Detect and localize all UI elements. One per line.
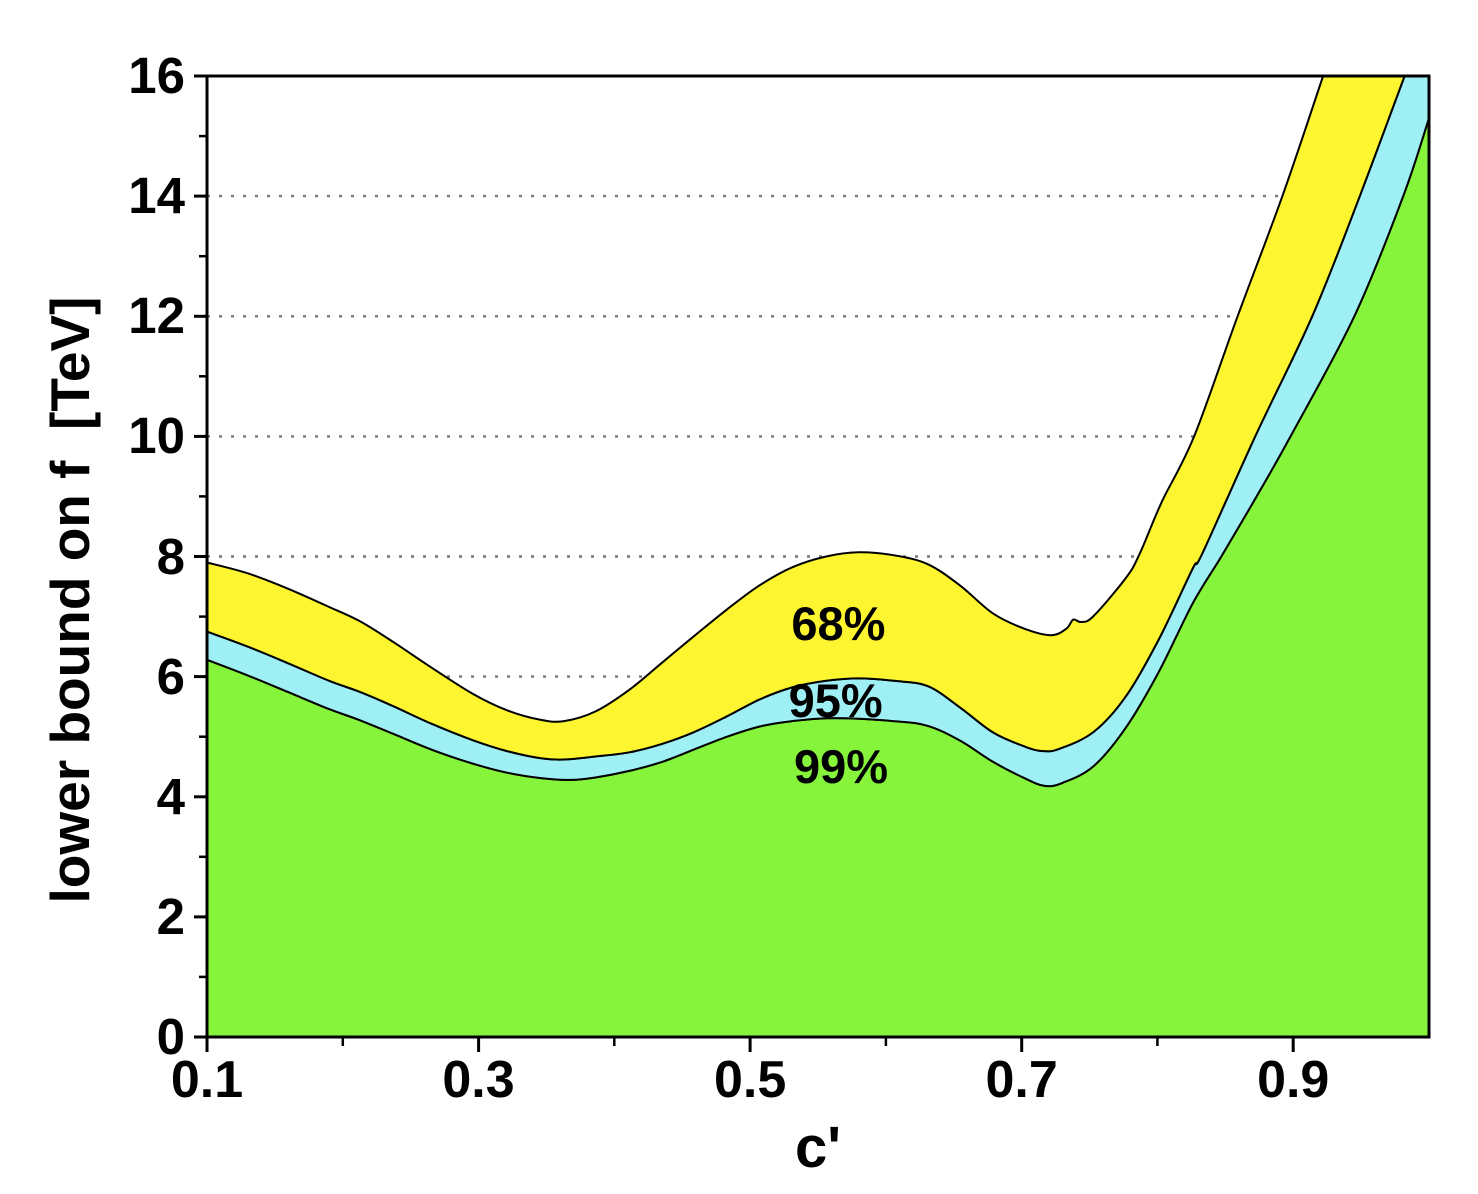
y-tick-label: 4 [156,767,185,825]
y-tick-label: 14 [128,167,185,225]
band-label-95: 95% [788,673,883,727]
x-tick-label: 0.5 [713,1051,787,1109]
y-tick-label: 2 [156,887,185,945]
x-tick-label: 0.3 [442,1051,515,1109]
y-tick-label: 16 [128,47,185,104]
x-tick-label: 0.7 [985,1051,1058,1109]
y-tick-label: 10 [128,407,185,465]
x-tick-label: 0.9 [1257,1051,1330,1109]
x-tick-label: 0.1 [170,1051,244,1109]
y-tick-label: 12 [128,287,185,345]
y-tick-label: 8 [156,527,185,585]
band-label-99: 99% [794,739,889,793]
y-tick-label: 6 [156,647,185,705]
y-tick-label: 0 [156,1008,185,1065]
x-axis-title: c' [794,1115,842,1180]
band-label-68: 68% [791,597,886,651]
